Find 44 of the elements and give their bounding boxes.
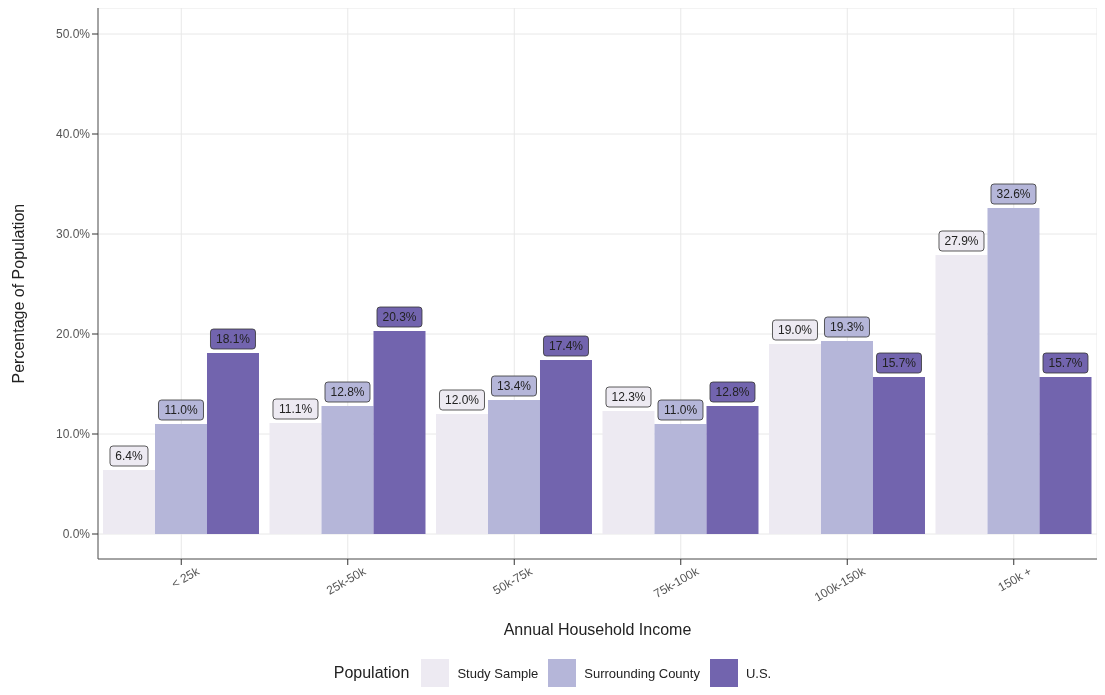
y-tick-label: 30.0% — [55, 227, 91, 242]
data-label: 27.9% — [944, 234, 979, 248]
bar — [155, 424, 207, 534]
legend-label: Study Sample — [456, 664, 539, 683]
bar — [207, 353, 259, 534]
data-label: 13.4% — [496, 379, 532, 393]
bar — [873, 377, 925, 534]
data-label: 18.1% — [215, 332, 251, 346]
bar — [488, 400, 540, 534]
legend-title: Population — [333, 664, 410, 682]
y-tick-label: 10.0% — [55, 427, 91, 442]
bar — [540, 360, 592, 534]
data-label: 32.6% — [996, 187, 1031, 201]
y-tick-label: 20.0% — [55, 327, 91, 342]
legend-label: U.S. — [744, 664, 772, 683]
y-tick-label: 40.0% — [55, 127, 91, 142]
y-axis-title: Percentage of Population — [9, 203, 27, 384]
data-label: 19.3% — [829, 320, 865, 334]
data-label: 20.3% — [382, 310, 417, 324]
x-tick-label: < 25k — [168, 563, 203, 592]
data-label: 12.3% — [611, 390, 646, 404]
x-axis-title: Annual Household Income — [503, 621, 692, 638]
data-label: 17.4% — [548, 339, 584, 353]
data-label: 11.0% — [164, 403, 198, 417]
data-label: 12.0% — [444, 393, 480, 407]
bar — [373, 331, 426, 534]
data-label: 6.4% — [115, 449, 143, 463]
data-label: 12.8% — [715, 385, 750, 399]
data-label: 11.1% — [278, 402, 313, 416]
bar — [706, 406, 759, 534]
data-label: 19.0% — [777, 323, 813, 337]
bar — [1039, 377, 1092, 534]
bar — [987, 208, 1040, 534]
bar — [321, 406, 374, 534]
data-label: 15.7% — [881, 356, 917, 370]
data-label: 15.7% — [1048, 356, 1083, 370]
y-tick-label: 0.0% — [62, 527, 91, 542]
bar — [654, 424, 707, 534]
data-label: 12.8% — [330, 385, 365, 399]
y-tick-label: 50.0% — [55, 27, 91, 42]
bar — [821, 341, 873, 534]
data-label: 11.0% — [663, 403, 698, 417]
legend-label: Surrounding County — [583, 664, 700, 683]
x-tick-label: 150k + — [995, 564, 1035, 595]
